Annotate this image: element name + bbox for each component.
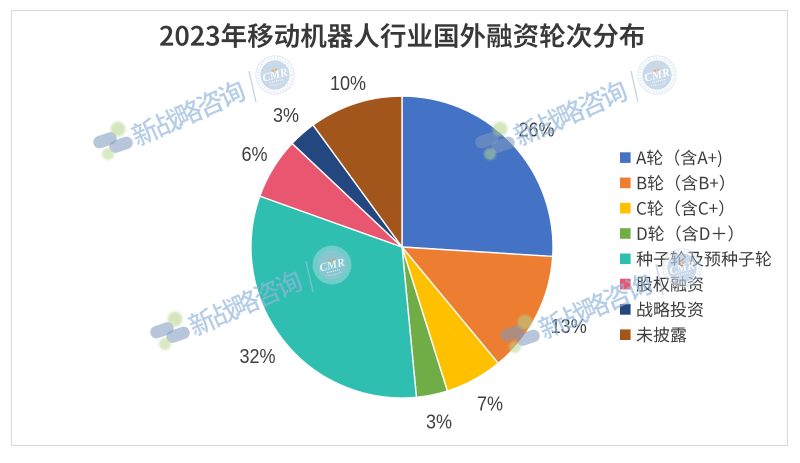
svg-text:6%: 6% xyxy=(241,144,267,166)
svg-text:32%: 32% xyxy=(239,346,275,368)
svg-text:7%: 7% xyxy=(477,394,503,416)
svg-text:3%: 3% xyxy=(426,412,452,434)
svg-text:10%: 10% xyxy=(330,73,366,95)
svg-text:3%: 3% xyxy=(273,105,299,127)
